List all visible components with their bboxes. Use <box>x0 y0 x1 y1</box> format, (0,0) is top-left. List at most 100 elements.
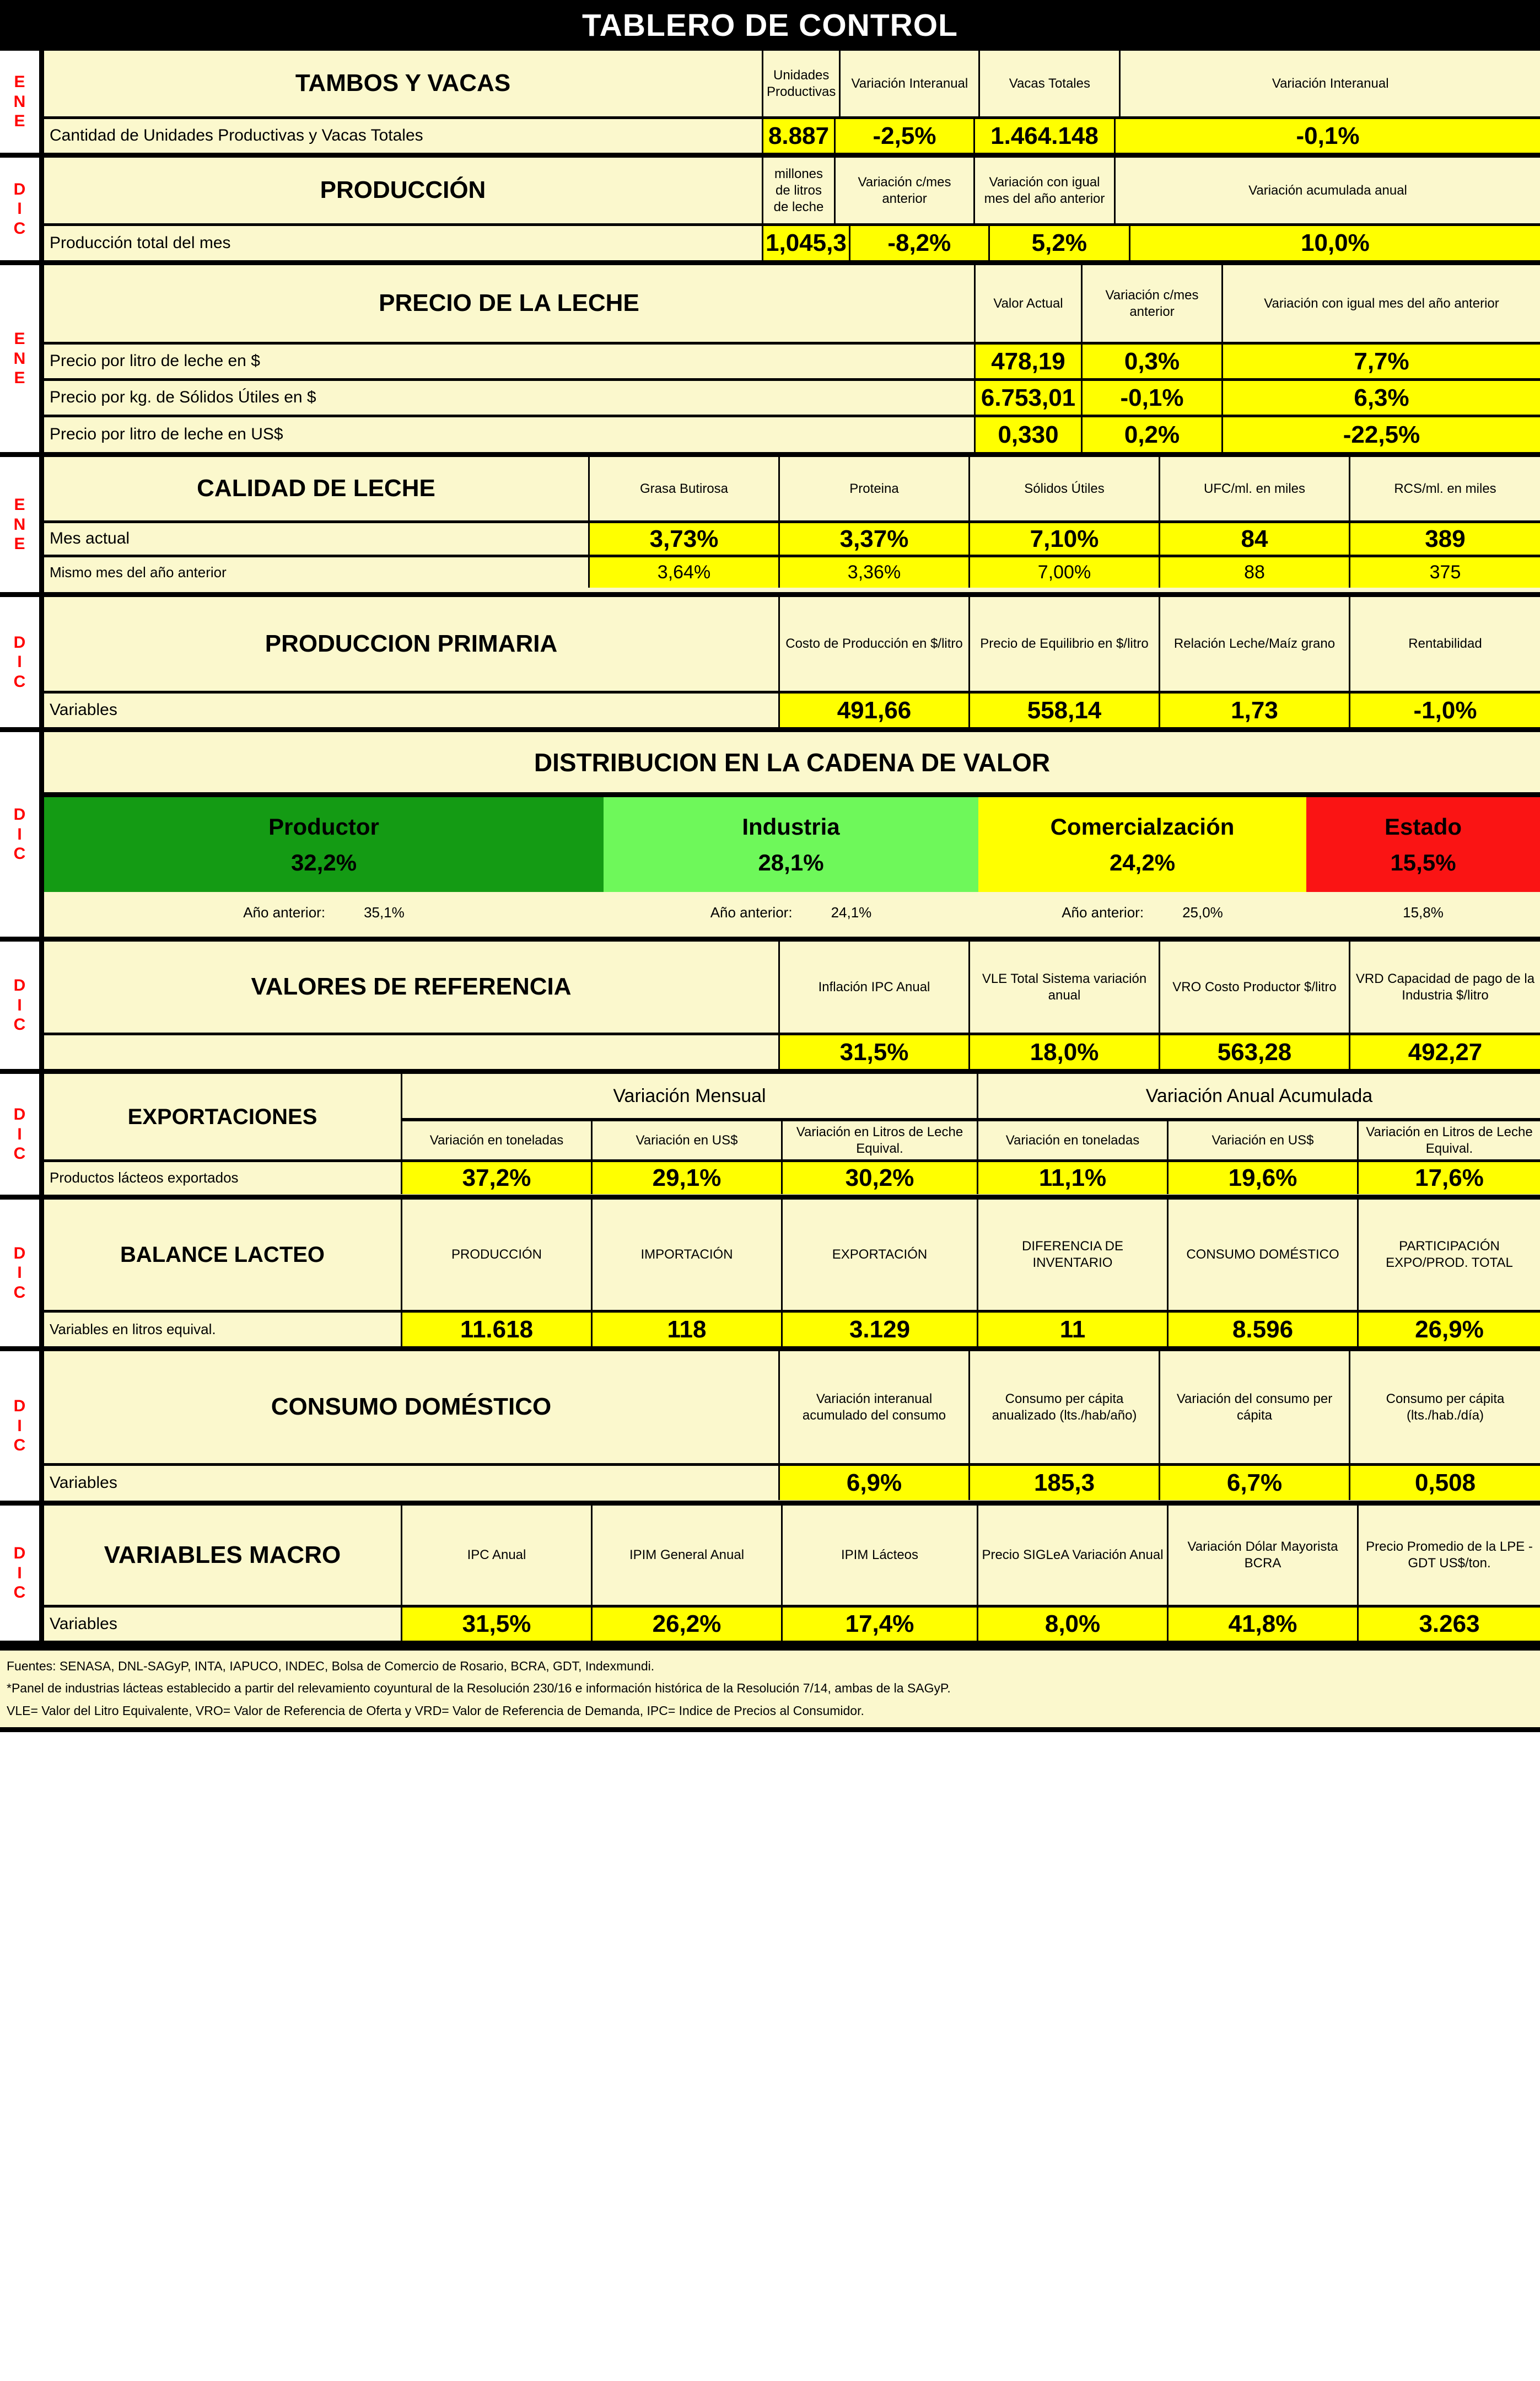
data-cell: 492,27 <box>1350 1035 1540 1069</box>
data-cell: 7,00% <box>970 557 1160 588</box>
month-marker-ene-2: E N E <box>0 265 44 452</box>
data-cell: 30,2% <box>783 1162 978 1194</box>
month-letter: I <box>17 996 22 1014</box>
column-header: UFC/ml. en miles <box>1160 457 1350 520</box>
row-label: Mes actual <box>44 523 590 555</box>
column-header: Variación con igual mes del año anterior <box>1223 265 1540 342</box>
prev-year-label: Año anterior: <box>1062 904 1144 921</box>
segment-value: 28,1% <box>758 850 824 875</box>
group-header-variacion-mensual: Variación Mensual <box>402 1074 978 1118</box>
data-cell: -0,1% <box>1083 381 1223 415</box>
column-header: VRD Capacidad de pago de la Industria $/… <box>1350 942 1540 1033</box>
data-cell: 0,508 <box>1350 1466 1540 1500</box>
data-cell: 6,9% <box>780 1466 970 1500</box>
month-marker-ene-3: E N E <box>0 457 44 592</box>
section-title-balance-lacteo: BALANCE LACTEO <box>44 1200 402 1310</box>
data-cell: 26,2% <box>593 1608 783 1641</box>
data-cell: 17,4% <box>783 1608 978 1641</box>
column-header: Variación del consumo per cápita <box>1160 1351 1350 1463</box>
month-marker-dic-3: D I C <box>0 732 44 937</box>
data-cell: -8,2% <box>850 226 990 260</box>
column-header: IMPORTACIÓN <box>593 1200 783 1310</box>
column-header: IPIM General Anual <box>593 1506 783 1605</box>
data-cell: 3,64% <box>590 557 780 588</box>
prev-year-comercializacion: Año anterior: 25,0% <box>978 904 1306 921</box>
row-label: Precio por kg. de Sólidos Útiles en $ <box>44 381 976 415</box>
month-letter: I <box>17 1125 22 1143</box>
month-letter: D <box>13 1105 26 1124</box>
column-header: Consumo per cápita anualizado (lts./hab/… <box>970 1351 1160 1463</box>
month-marker-dic-7: D I C <box>0 1351 44 1501</box>
data-cell: 8,0% <box>978 1608 1169 1641</box>
data-cell: 563,28 <box>1160 1035 1350 1069</box>
section-title-produccion-primaria: PRODUCCION PRIMARIA <box>44 597 780 691</box>
month-letter: C <box>13 1144 26 1163</box>
segment-label: Comercialzación <box>1050 813 1235 840</box>
column-header: Inflación IPC Anual <box>780 942 970 1033</box>
group-header-variacion-anual: Variación Anual Acumulada <box>978 1074 1540 1118</box>
chain-segment-industria: Industria 28,1% <box>604 797 978 892</box>
month-letter: C <box>13 1583 26 1602</box>
data-cell: 3.263 <box>1359 1608 1540 1641</box>
data-cell: -22,5% <box>1223 417 1540 452</box>
month-letter: C <box>13 219 26 238</box>
column-header: Variación interanual acumulado del consu… <box>780 1351 970 1463</box>
data-cell: 3,37% <box>780 523 970 555</box>
column-header: Variación c/mes anterior <box>1083 265 1223 342</box>
page-title: TABLERO DE CONTROL <box>0 0 1540 51</box>
data-cell: 19,6% <box>1169 1162 1359 1194</box>
segment-label: Industria <box>742 813 840 840</box>
data-cell: 558,14 <box>970 694 1160 727</box>
prev-year-value: 35,1% <box>364 904 405 921</box>
month-marker-dic-4: D I C <box>0 942 44 1069</box>
column-header: EXPORTACIÓN <box>783 1200 978 1310</box>
section-exportaciones: D I C EXPORTACIONES Variación Mensual Va… <box>0 1074 1540 1200</box>
column-header: Variación Dólar Mayorista BCRA <box>1169 1506 1359 1605</box>
column-header: DIFERENCIA DE INVENTARIO <box>978 1200 1169 1310</box>
prev-year-productor: Año anterior: 35,1% <box>44 904 604 921</box>
section-title-variables-macro: VARIABLES MACRO <box>44 1506 402 1605</box>
column-header: Variación Interanual <box>1121 51 1540 116</box>
row-label: Variables <box>44 694 780 727</box>
column-header: Proteina <box>780 457 970 520</box>
footer-sources: Fuentes: SENASA, DNL-SAGyP, INTA, IAPUCO… <box>7 1659 655 1673</box>
data-cell: 0,2% <box>1083 417 1223 452</box>
data-cell: 118 <box>593 1313 783 1346</box>
column-header: Variación en Litros de Leche Equival. <box>1359 1121 1540 1159</box>
data-cell: 1,045,3 <box>763 226 850 260</box>
month-letter: D <box>13 1244 26 1262</box>
footer-abbreviations: VLE= Valor del Litro Equivalente, VRO= V… <box>7 1703 864 1718</box>
column-header: Costo de Producción en $/litro <box>780 597 970 691</box>
month-letter: I <box>17 653 22 671</box>
previous-year-row: Año anterior: 35,1% Año anterior: 24,1% … <box>44 892 1540 933</box>
column-header: VLE Total Sistema variación anual <box>970 942 1160 1033</box>
month-letter: D <box>13 976 26 995</box>
column-header: PARTICIPACIÓN EXPO/PROD. TOTAL <box>1359 1200 1540 1310</box>
data-cell: 3.129 <box>783 1313 978 1346</box>
chain-segment-estado: Estado 15,5% <box>1306 797 1540 892</box>
data-cell: 0,330 <box>976 417 1083 452</box>
data-cell: 6,7% <box>1160 1466 1350 1500</box>
section-tambos-y-vacas: E N E TAMBOS Y VACAS Unidades Productiva… <box>0 51 1540 158</box>
data-cell: 84 <box>1160 523 1350 555</box>
column-header: PRODUCCIÓN <box>402 1200 593 1310</box>
month-marker-dic-5: D I C <box>0 1074 44 1195</box>
column-header: Variación c/mes anterior <box>836 158 975 223</box>
column-header: Rentabilidad <box>1350 597 1540 691</box>
data-cell: 31,5% <box>780 1035 970 1069</box>
data-cell: 18,0% <box>970 1035 1160 1069</box>
data-cell: 5,2% <box>989 226 1130 260</box>
month-letter: D <box>13 1544 26 1563</box>
segment-label: Estado <box>1384 813 1462 840</box>
segment-value: 15,5% <box>1390 850 1456 875</box>
section-balance-lacteo: D I C BALANCE LACTEO PRODUCCIÓN IMPORTAC… <box>0 1200 1540 1351</box>
section-title-calidad-de-leche: CALIDAD DE LECHE <box>44 457 590 520</box>
data-cell: 7,10% <box>970 523 1160 555</box>
section-valores-de-referencia: D I C VALORES DE REFERENCIA Inflación IP… <box>0 942 1540 1074</box>
data-cell: 29,1% <box>593 1162 783 1194</box>
column-header: Variación acumulada anual <box>1116 158 1540 223</box>
column-header: Vacas Totales <box>980 51 1121 116</box>
data-cell: 37,2% <box>402 1162 593 1194</box>
data-cell: 11 <box>978 1313 1169 1346</box>
